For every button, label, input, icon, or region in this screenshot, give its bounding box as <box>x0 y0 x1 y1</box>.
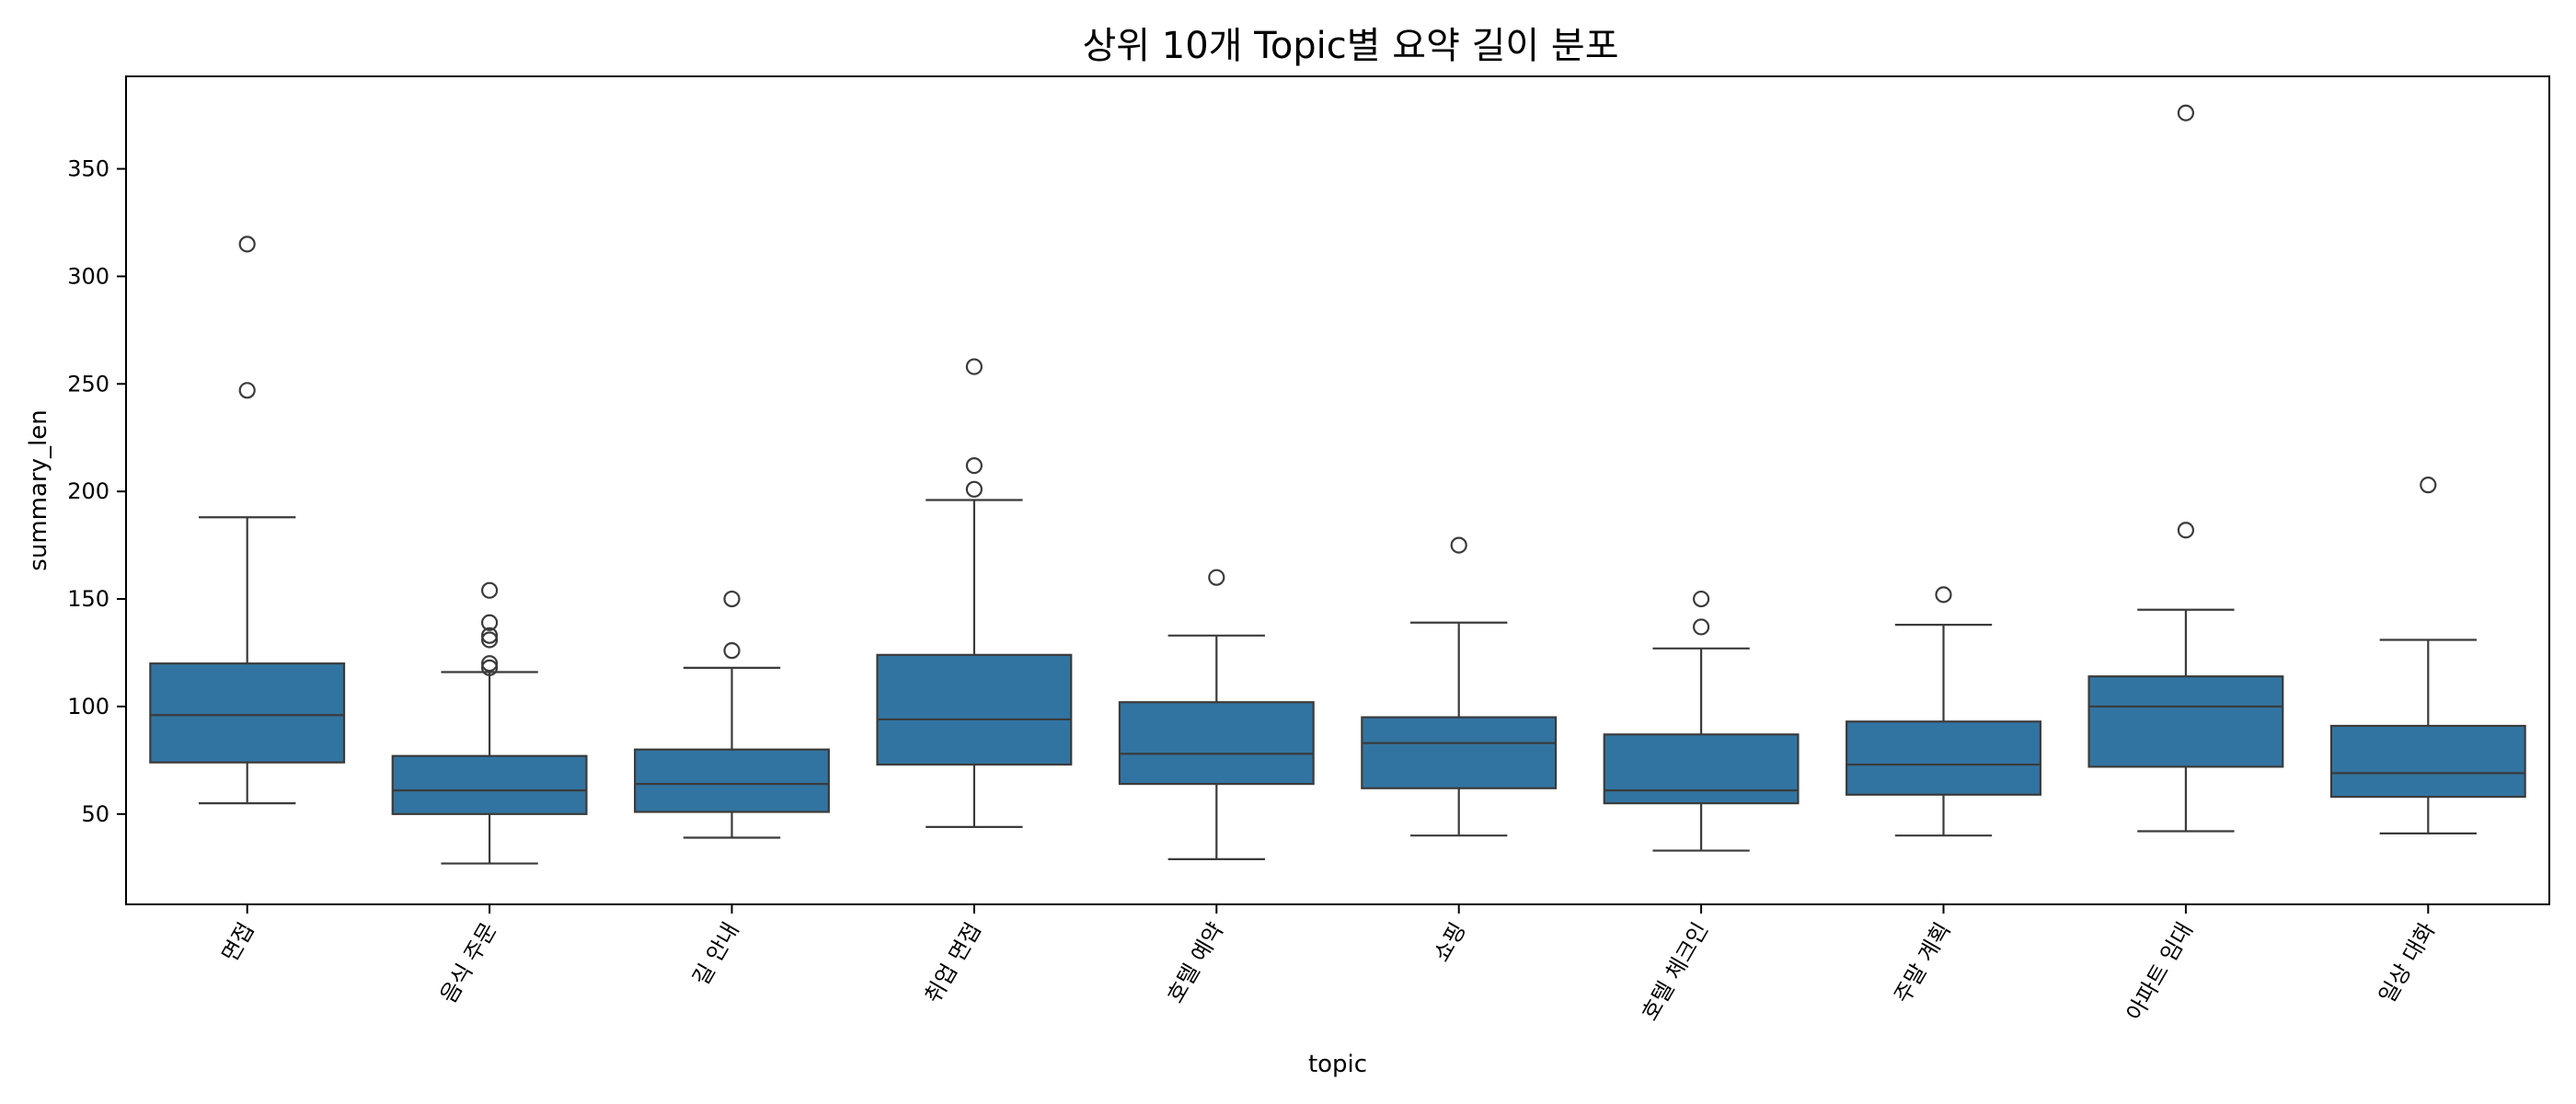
outlier-point <box>2177 522 2194 539</box>
iqr-box <box>876 653 1073 766</box>
x-axis-label: topic <box>1308 1051 1367 1078</box>
iqr-box <box>1846 720 2041 796</box>
outlier-point <box>965 358 983 375</box>
outlier-point <box>238 382 256 399</box>
outlier-point <box>1692 618 1710 636</box>
outlier-point <box>723 642 741 660</box>
plot-area <box>149 104 2526 865</box>
box-group <box>2087 104 2284 833</box>
outlier-point <box>480 627 499 644</box>
y-tick-label: 250 <box>67 371 109 397</box>
iqr-box <box>2329 724 2526 799</box>
outlier-point <box>480 655 499 673</box>
y-tick-label: 200 <box>67 478 109 504</box>
iqr-box <box>149 662 346 764</box>
y-tick-label: 150 <box>67 586 109 612</box>
y-axis: 50 100 150 200 250 300 350 <box>67 156 126 827</box>
outlier-point <box>480 659 499 676</box>
outlier-point <box>2177 104 2194 121</box>
outlier-point <box>1208 569 1225 586</box>
x-axis: 면접 음식 주문 길 안내 취업 면접 호텔 예약 쇼핑 호텔 체크인 주말 계획 아파트 임대… <box>217 904 2440 1025</box>
iqr-box <box>1361 716 1558 789</box>
x-tick-label: 호텔 체크인 <box>1637 918 1713 1025</box>
x-tick-label: 일상 대화 <box>2374 918 2440 1007</box>
x-tick-label: 아파트 임대 <box>2122 918 2198 1025</box>
box-group <box>876 358 1073 828</box>
box-group <box>1603 590 1800 852</box>
iqr-box <box>391 754 588 815</box>
chart-title: 상위 10개 Topic별 요약 길이 분포 <box>1082 25 1618 67</box>
box-group <box>634 590 830 839</box>
x-tick-label: 길 안내 <box>688 918 744 990</box>
outlier-point <box>1692 590 1710 608</box>
outlier-point <box>238 236 256 253</box>
outlier-point <box>723 590 741 608</box>
x-tick-label: 음식 주문 <box>435 918 501 1007</box>
iqr-box <box>2087 675 2284 768</box>
outlier-point <box>480 581 499 599</box>
y-tick-label: 50 <box>81 801 109 827</box>
box-group <box>1118 569 1315 861</box>
x-tick-label: 주말 계획 <box>1889 918 1955 1007</box>
iqr-box <box>634 748 830 813</box>
outlier-point <box>480 614 499 631</box>
plot-frame <box>125 75 2550 905</box>
outlier-point <box>1935 586 1952 604</box>
outlier-point <box>2420 477 2437 494</box>
outlier-point <box>1450 536 1467 554</box>
x-tick-label: 호텔 예약 <box>1162 918 1228 1007</box>
outlier-point <box>965 457 983 475</box>
outlier-point <box>480 631 499 649</box>
y-tick-label: 300 <box>67 263 109 289</box>
box-group <box>1361 536 1558 837</box>
y-tick-label: 100 <box>67 694 109 719</box>
y-axis-label: summary_len <box>25 409 52 570</box>
box-group <box>1846 586 2041 837</box>
box-group <box>149 236 346 805</box>
outlier-point <box>965 480 983 498</box>
y-tick-label: 350 <box>67 156 109 182</box>
box-group <box>391 581 588 865</box>
x-tick-label: 쇼핑 <box>1429 918 1471 966</box>
iqr-box <box>1603 733 1800 805</box>
iqr-box <box>1118 701 1315 786</box>
x-tick-label: 면접 <box>217 918 259 966</box>
box-group <box>2329 477 2526 834</box>
x-tick-label: 취업 면접 <box>920 918 986 1007</box>
